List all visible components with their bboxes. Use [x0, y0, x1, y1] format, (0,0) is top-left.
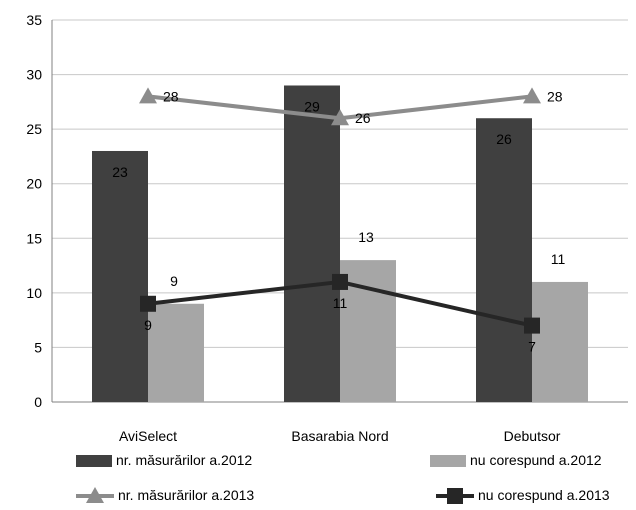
bar	[476, 118, 532, 402]
data-label: 13	[358, 229, 374, 245]
x-tick-label: Basarabia Nord	[291, 428, 388, 444]
triangle-marker	[523, 87, 541, 104]
x-tick-label: AviSelect	[119, 428, 177, 444]
legend: nr. măsurărilor a.2012 nu corespund a.201…	[76, 452, 610, 504]
y-tick-label: 0	[34, 394, 42, 410]
data-label: 29	[304, 98, 320, 114]
data-label: 26	[496, 131, 512, 147]
data-labels: 23 29 26 9 13 11 28 26 28 9 11 7	[112, 88, 565, 354]
y-tick-label: 15	[26, 230, 42, 246]
y-tick-label: 5	[34, 339, 42, 355]
legend-marker	[447, 488, 463, 504]
bars	[92, 85, 588, 402]
data-label: 9	[144, 317, 152, 333]
triangle-marker	[331, 109, 349, 126]
series-lines	[139, 87, 541, 334]
legend-marker	[86, 487, 104, 503]
y-axis-ticks: 0 5 10 15 20 25 30 35	[26, 12, 42, 410]
x-axis-ticks: AviSelect Basarabia Nord Debutsor	[119, 428, 561, 444]
legend-label: nu corespund a.2012	[470, 452, 602, 468]
legend-label: nu corespund a.2013	[478, 487, 610, 503]
y-tick-label: 25	[26, 121, 42, 137]
legend-swatch	[430, 455, 466, 467]
bar	[340, 260, 396, 402]
legend-swatch	[76, 455, 112, 467]
bar	[148, 303, 204, 402]
data-label: 28	[163, 88, 179, 104]
y-tick-label: 35	[26, 12, 42, 28]
bar	[92, 150, 148, 402]
square-marker	[140, 295, 156, 312]
data-label: 11	[333, 295, 348, 311]
y-tick-label: 10	[26, 285, 42, 301]
data-label: 23	[112, 164, 128, 180]
x-tick-label: Debutsor	[504, 428, 561, 444]
bar	[284, 85, 340, 402]
square-marker	[332, 273, 348, 290]
y-tick-label: 20	[26, 176, 42, 192]
data-label: 26	[355, 110, 371, 126]
data-label: 28	[547, 88, 563, 104]
legend-label: nr. măsurărilor a.2013	[118, 487, 254, 503]
data-label: 11	[551, 251, 566, 267]
data-label: 7	[528, 339, 536, 355]
square-marker	[524, 317, 540, 334]
legend-label: nr. măsurărilor a.2012	[116, 452, 252, 468]
y-tick-label: 30	[26, 67, 42, 83]
triangle-marker	[139, 87, 157, 104]
bar	[532, 281, 588, 402]
data-label: 9	[170, 273, 178, 289]
